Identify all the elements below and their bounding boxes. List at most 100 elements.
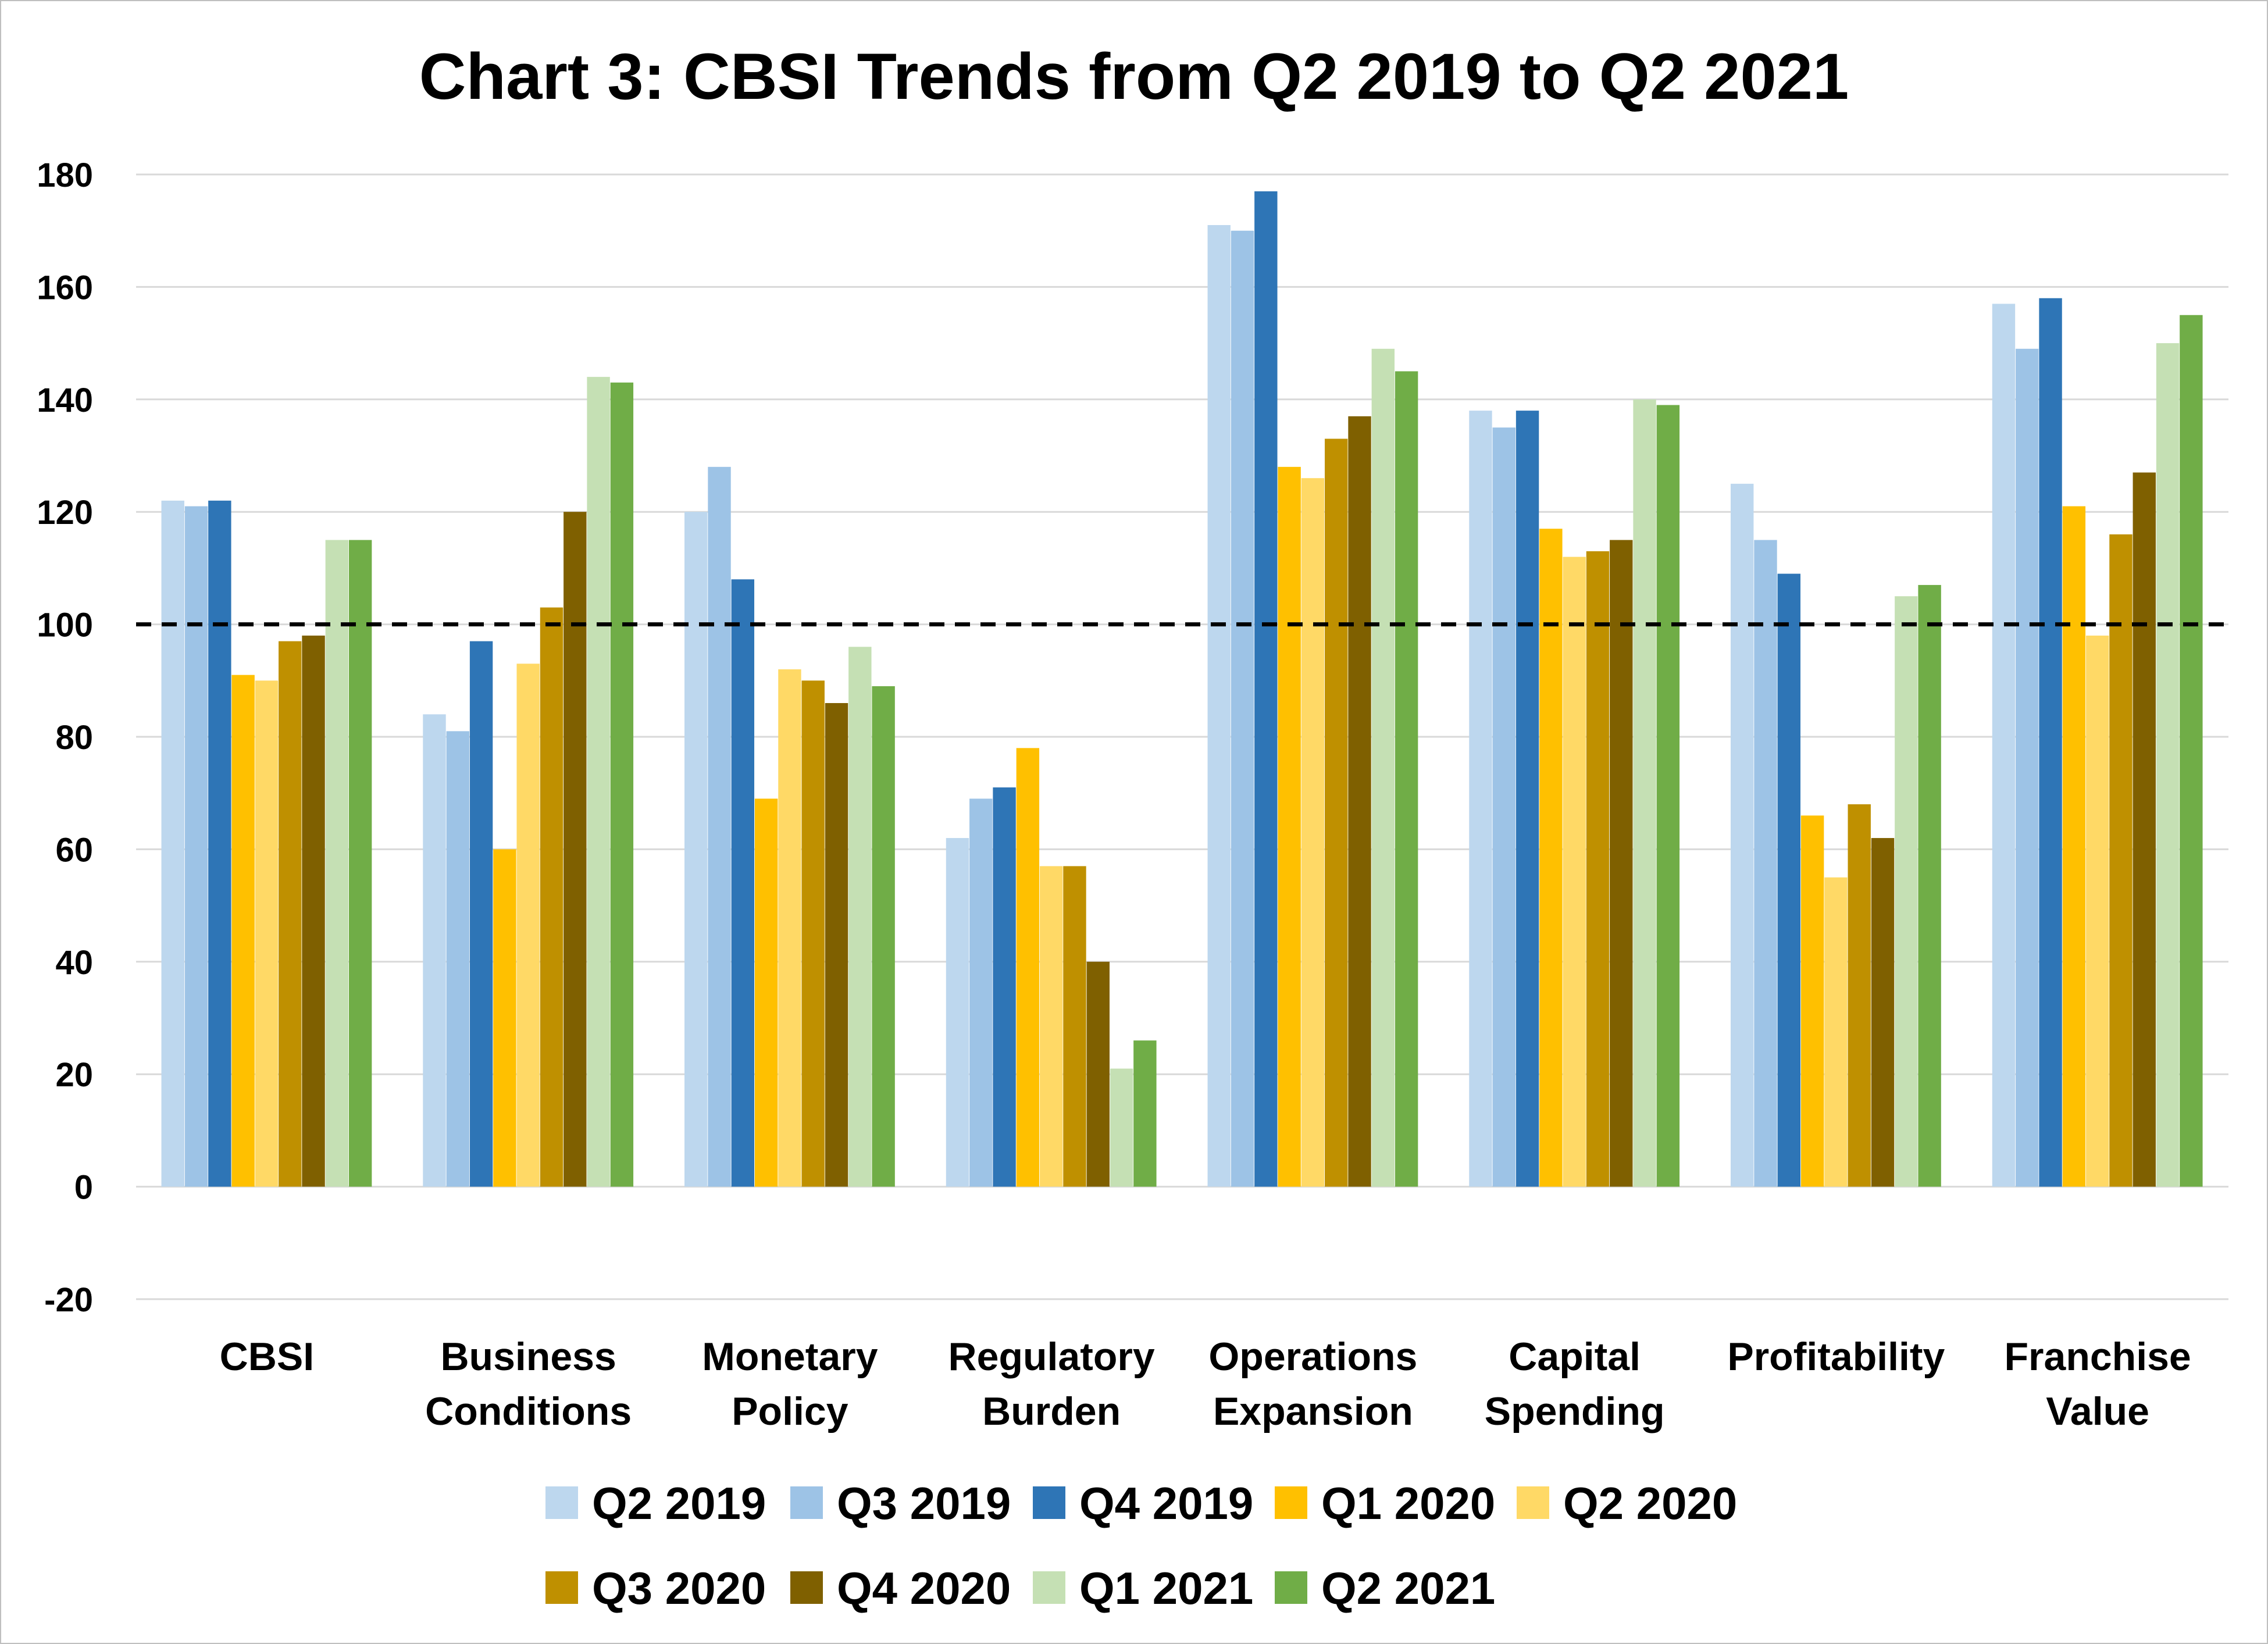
- bar-q3-2020-regulatory-burden: [1063, 866, 1086, 1187]
- bar-q1-2021-capital-spending: [1633, 399, 1656, 1187]
- bars: [161, 191, 2203, 1187]
- legend-item-q2-2021: Q2 2021: [1275, 1563, 1495, 1614]
- legend-item-q1-2021: Q1 2021: [1033, 1563, 1253, 1614]
- category-label: Monetary Policy: [702, 1335, 878, 1433]
- bar-q4-2019-monetary-policy: [731, 579, 755, 1187]
- bar-q2-2019-profitability: [1731, 483, 1754, 1187]
- bar-q2-2021-capital-spending: [1656, 405, 1680, 1187]
- bar-q4-2019-business-conditions: [469, 641, 493, 1187]
- bar-q3-2019-regulatory-burden: [969, 798, 993, 1187]
- legend-label: Q1 2021: [1079, 1563, 1253, 1614]
- legend: Q2 2019 Q3 2019 Q4 2019 Q1 2020 Q2 2020 Q3 20…: [545, 1478, 1737, 1614]
- bar-q3-2020-monetary-policy: [801, 680, 825, 1187]
- bar-q2-2019-operations-expansion: [1207, 225, 1231, 1187]
- bar-q4-2020-cbsi: [302, 635, 325, 1187]
- category-label: Franchise Value: [2005, 1335, 2191, 1433]
- bar-q1-2021-cbsi: [325, 540, 349, 1187]
- legend-swatch: [545, 1486, 578, 1519]
- bar-q1-2021-monetary-policy: [848, 647, 872, 1187]
- bar-q2-2021-monetary-policy: [872, 686, 895, 1187]
- x-axis-categories: CBSI Business Conditions Monetary Policy Regu…: [220, 1335, 2191, 1433]
- y-tick-label: 20: [55, 1056, 93, 1094]
- bar-q2-2021-operations-expansion: [1395, 371, 1418, 1187]
- y-axis-ticks: 180 160 140 120 100 80 60 40 20 0 -20: [37, 156, 93, 1319]
- bar-q2-2019-cbsi: [161, 500, 184, 1187]
- bar-q4-2020-monetary-policy: [825, 702, 848, 1187]
- bar-q2-2020-business-conditions: [516, 664, 540, 1187]
- bar-q1-2020-profitability: [1800, 815, 1824, 1187]
- bar-q1-2020-cbsi: [231, 675, 255, 1187]
- legend-item-q4-2020: Q4 2020: [790, 1563, 1011, 1614]
- y-tick-label: 80: [55, 719, 93, 757]
- bar-q2-2019-franchise-value: [1992, 304, 2016, 1187]
- bar-q3-2019-profitability: [1754, 540, 1777, 1187]
- bar-q4-2020-franchise-value: [2133, 472, 2156, 1187]
- legend-swatch: [545, 1571, 578, 1604]
- y-tick-label: -20: [44, 1281, 93, 1319]
- legend-label: Q4 2019: [1079, 1478, 1253, 1529]
- bar-q1-2020-franchise-value: [2062, 506, 2086, 1187]
- bar-q2-2019-regulatory-burden: [946, 838, 969, 1187]
- bar-q1-2020-monetary-policy: [754, 798, 778, 1187]
- bar-q4-2019-franchise-value: [2039, 298, 2062, 1187]
- legend-swatch: [1517, 1486, 1549, 1519]
- y-tick-label: 0: [74, 1169, 93, 1207]
- bar-q3-2020-cbsi: [279, 641, 302, 1187]
- bar-q4-2020-business-conditions: [564, 512, 587, 1187]
- bar-q3-2019-business-conditions: [446, 731, 469, 1187]
- bar-q4-2019-capital-spending: [1515, 411, 1539, 1187]
- bar-q3-2019-cbsi: [184, 506, 208, 1187]
- bar-q3-2020-business-conditions: [540, 607, 564, 1187]
- y-tick-label: 180: [37, 156, 93, 194]
- category-label: CBSI: [220, 1335, 314, 1379]
- legend-item-q3-2020: Q3 2020: [545, 1563, 766, 1614]
- bar-q3-2019-monetary-policy: [708, 466, 731, 1187]
- bar-q4-2019-operations-expansion: [1254, 191, 1278, 1187]
- category-label: Profitability: [1727, 1335, 1945, 1379]
- category-label: Regulatory Burden: [948, 1335, 1155, 1433]
- bar-q3-2019-capital-spending: [1492, 427, 1515, 1187]
- legend-label: Q3 2020: [592, 1563, 766, 1614]
- bar-q4-2020-regulatory-burden: [1086, 961, 1110, 1187]
- bar-q2-2020-monetary-policy: [778, 669, 801, 1187]
- bar-q2-2020-cbsi: [255, 680, 279, 1187]
- bar-q3-2020-capital-spending: [1586, 551, 1610, 1187]
- bar-q3-2019-operations-expansion: [1231, 230, 1254, 1187]
- y-tick-label: 160: [37, 269, 93, 306]
- legend-swatch: [790, 1486, 823, 1519]
- bar-q2-2020-franchise-value: [2085, 635, 2109, 1187]
- category-label: Business Conditions: [425, 1335, 632, 1433]
- bar-q1-2021-business-conditions: [587, 377, 610, 1187]
- bar-q4-2019-cbsi: [208, 500, 231, 1187]
- legend-item-q1-2020: Q1 2020: [1275, 1478, 1495, 1529]
- bar-q1-2021-franchise-value: [2156, 343, 2180, 1187]
- legend-item-q4-2019: Q4 2019: [1033, 1478, 1253, 1529]
- legend-swatch: [790, 1571, 823, 1604]
- legend-label: Q4 2020: [837, 1563, 1011, 1614]
- bar-q2-2021-profitability: [1918, 584, 1941, 1187]
- bar-q2-2020-capital-spending: [1563, 557, 1586, 1187]
- bar-q2-2019-capital-spending: [1469, 411, 1492, 1187]
- bar-q1-2020-capital-spending: [1539, 529, 1563, 1187]
- bar-q1-2021-operations-expansion: [1371, 348, 1395, 1187]
- legend-swatch: [1033, 1571, 1065, 1604]
- bar-q3-2020-franchise-value: [2109, 534, 2133, 1187]
- legend-label: Q2 2021: [1321, 1563, 1495, 1614]
- bar-q3-2020-operations-expansion: [1325, 438, 1348, 1187]
- bar-q2-2019-business-conditions: [423, 714, 446, 1187]
- bar-q4-2020-profitability: [1871, 838, 1895, 1187]
- bar-q2-2021-cbsi: [348, 540, 372, 1187]
- legend-swatch: [1033, 1486, 1065, 1519]
- legend-label: Q2 2019: [592, 1478, 766, 1529]
- legend-label: Q2 2020: [1563, 1478, 1737, 1529]
- y-tick-label: 40: [55, 944, 93, 982]
- bar-q1-2021-regulatory-burden: [1110, 1068, 1133, 1187]
- chart-title: Chart 3: CBSI Trends from Q2 2019 to Q2 …: [419, 40, 1849, 113]
- bar-q2-2021-franchise-value: [2180, 315, 2203, 1187]
- category-label: Operations Expansion: [1208, 1335, 1417, 1433]
- bar-q2-2020-operations-expansion: [1301, 478, 1325, 1187]
- bar-q3-2020-profitability: [1848, 804, 1871, 1187]
- legend-swatch: [1275, 1486, 1307, 1519]
